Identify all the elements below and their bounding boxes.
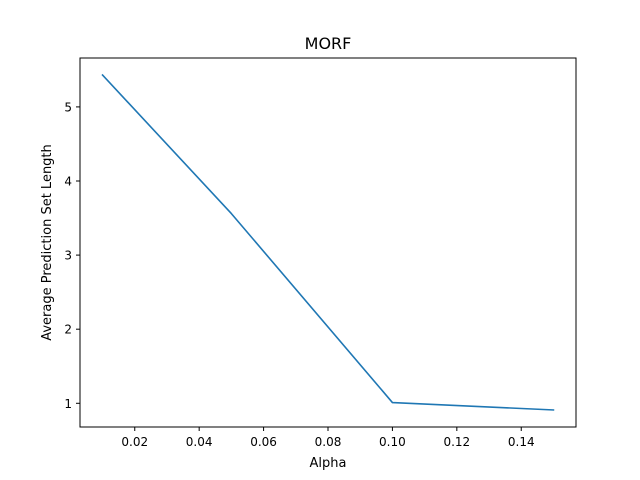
y-tick-label: 1: [64, 397, 72, 411]
y-tick-label: 3: [64, 249, 72, 263]
y-tick-label: 4: [64, 175, 72, 189]
chart-title: MORF: [305, 34, 352, 53]
x-tick-label: 0.12: [443, 435, 470, 449]
x-tick-label: 0.06: [250, 435, 277, 449]
x-tick-label: 0.14: [508, 435, 535, 449]
x-tick-label: 0.02: [121, 435, 148, 449]
x-axis-label: Alpha: [310, 456, 347, 471]
y-tick-label: 2: [64, 323, 72, 337]
x-tick-label: 0.10: [379, 435, 406, 449]
x-tick-label: 0.04: [186, 435, 213, 449]
y-tick-label: 5: [64, 100, 72, 114]
y-axis-label: Average Prediction Set Length: [40, 144, 55, 341]
series-line: [101, 73, 555, 411]
x-tick-label: 0.08: [315, 435, 342, 449]
